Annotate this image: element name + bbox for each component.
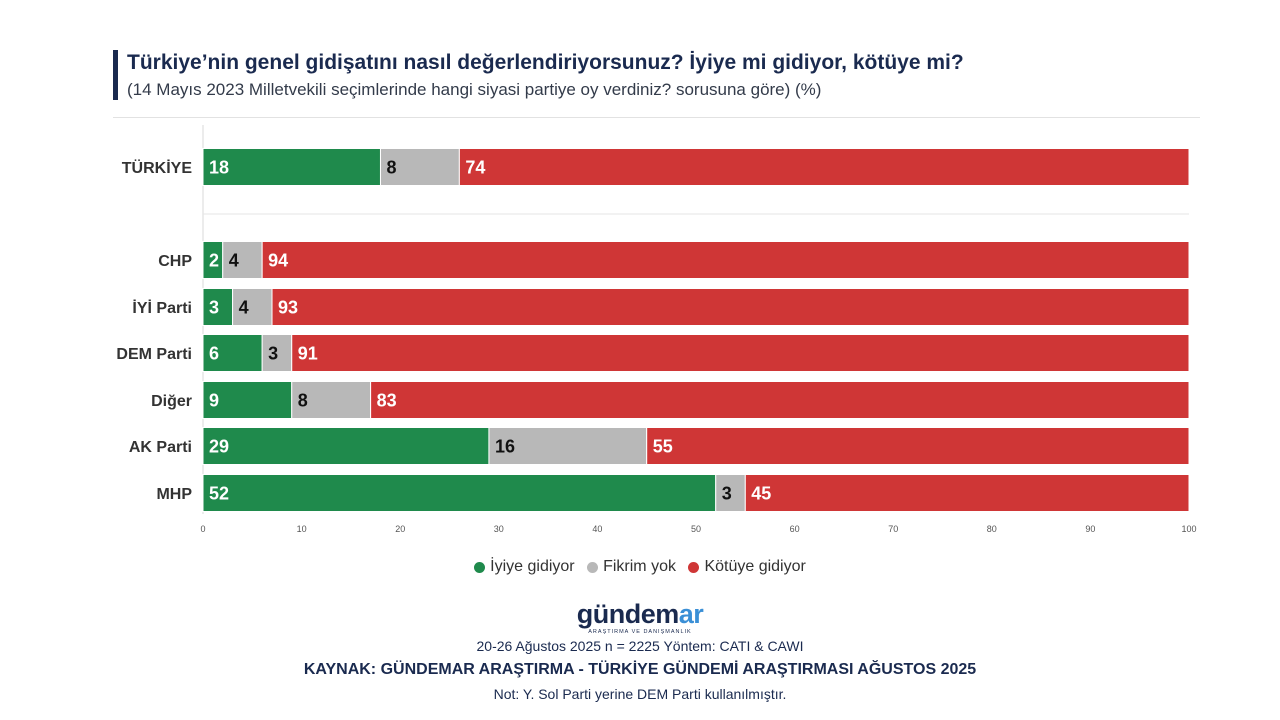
survey-info: 20-26 Ağustos 2025 n = 2225 Yöntem: CATI… [476, 638, 804, 654]
data-label: 93 [278, 298, 298, 318]
chart-title: Türkiye’nin genel gidişatını nasıl değer… [127, 51, 964, 74]
category-label: İYİ Parti [132, 299, 192, 317]
data-label: 9 [209, 391, 219, 411]
bar-segment [379, 148, 460, 186]
x-tick-label: 40 [592, 524, 602, 534]
legend-item-iyi: İyiye gidiyor [474, 558, 575, 576]
bar-segment [202, 288, 234, 326]
bar-segment [370, 381, 1190, 419]
bar-segment [202, 381, 293, 419]
data-label: 8 [298, 391, 308, 411]
x-tick-label: 90 [1085, 524, 1095, 534]
logo-wordmark: gündemar [0, 601, 1280, 628]
bar-segment [222, 241, 263, 279]
legend-item-kotu: Kötüye gidiyor [688, 558, 806, 576]
data-label: 83 [377, 391, 397, 411]
legend-dot-kotu [688, 561, 700, 573]
legend-label-iyi: İyiye gidiyor [490, 558, 575, 575]
category-label: DEM Parti [116, 346, 192, 363]
x-tick-label: 80 [987, 524, 997, 534]
data-label: 45 [751, 484, 771, 504]
chart-subtitle: (14 Mayıs 2023 Milletvekili seçimlerinde… [127, 80, 822, 99]
data-label: 91 [298, 344, 318, 364]
source-line: KAYNAK: GÜNDEMAR ARAŞTIRMA - TÜRKİYE GÜN… [303, 661, 977, 678]
data-label: 55 [653, 437, 673, 457]
category-label: TÜRKİYE [122, 158, 193, 177]
x-tick-label: 100 [1181, 524, 1196, 534]
bar-segment [202, 474, 717, 512]
data-label: 16 [495, 437, 515, 457]
legend-label-kotu: Kötüye gidiyor [704, 558, 806, 575]
bar-segment [261, 334, 293, 372]
bar-segment [291, 334, 1190, 372]
category-label: MHP [156, 486, 192, 503]
bar-segment [291, 381, 372, 419]
bar-segment [271, 288, 1190, 326]
bar-segment [202, 334, 263, 372]
data-label: 4 [239, 298, 249, 318]
bar-segment [646, 427, 1190, 465]
bar-segment [232, 288, 273, 326]
bar-segment [715, 474, 746, 512]
x-tick-label: 70 [888, 524, 898, 534]
data-label: 2 [209, 251, 219, 271]
bar-segment [202, 148, 381, 186]
data-label: 3 [209, 298, 219, 318]
x-tick-label: 60 [790, 524, 800, 534]
chart-legend: İyiye gidiyor Fikrim yok Kötüye gidiyor [0, 558, 1280, 578]
legend-label-fikrim: Fikrim yok [603, 558, 676, 575]
data-label: 74 [465, 158, 485, 178]
logo-text-b: ar [678, 599, 704, 629]
category-label: CHP [158, 253, 192, 270]
x-tick-label: 0 [200, 524, 205, 534]
bar-segment [488, 427, 648, 465]
data-label: 29 [209, 437, 229, 457]
legend-item-fikrim: Fikrim yok [587, 558, 676, 576]
x-tick-label: 30 [494, 524, 504, 534]
bar-segment [261, 241, 1190, 279]
title-accent-bar [113, 50, 118, 100]
data-label: 8 [386, 158, 396, 178]
note-line: Not: Y. Sol Parti yerine DEM Parti kulla… [493, 686, 787, 702]
category-label: Diğer [151, 393, 192, 410]
bar-segment [744, 474, 1190, 512]
x-tick-label: 20 [395, 524, 405, 534]
x-tick-label: 10 [297, 524, 307, 534]
data-label: 52 [209, 484, 229, 504]
data-label: 18 [209, 158, 229, 178]
data-label: 6 [209, 344, 219, 364]
header-divider [113, 117, 1200, 118]
logo-text-a: gündem [576, 599, 680, 629]
data-label: 3 [268, 344, 278, 364]
bar-segment [202, 427, 490, 465]
data-label: 94 [268, 251, 288, 271]
logo-tagline: ARAŞTIRMA VE DANIŞMANLIK [588, 629, 692, 635]
gundemar-logo: gündemar ARAŞTIRMA VE DANIŞMANLIK [0, 601, 1280, 636]
x-tick-label: 50 [691, 524, 701, 534]
legend-dot-fikrim [587, 561, 599, 573]
data-label: 3 [722, 484, 732, 504]
legend-dot-iyi [474, 561, 486, 573]
category-label: AK Parti [129, 439, 192, 456]
data-label: 4 [229, 251, 239, 271]
bar-segment [458, 148, 1190, 186]
